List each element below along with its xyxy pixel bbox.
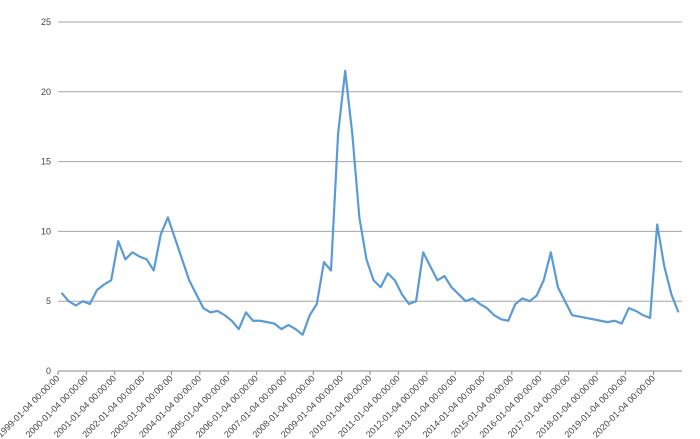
y-tick-label: 0 bbox=[46, 366, 51, 376]
y-tick-label: 25 bbox=[41, 17, 51, 27]
y-tick-label: 20 bbox=[41, 87, 51, 97]
series-line bbox=[60, 69, 680, 336]
y-tick-label: 10 bbox=[41, 226, 51, 236]
y-tick-label: 5 bbox=[46, 296, 51, 306]
y-tick-label: 15 bbox=[41, 157, 51, 167]
